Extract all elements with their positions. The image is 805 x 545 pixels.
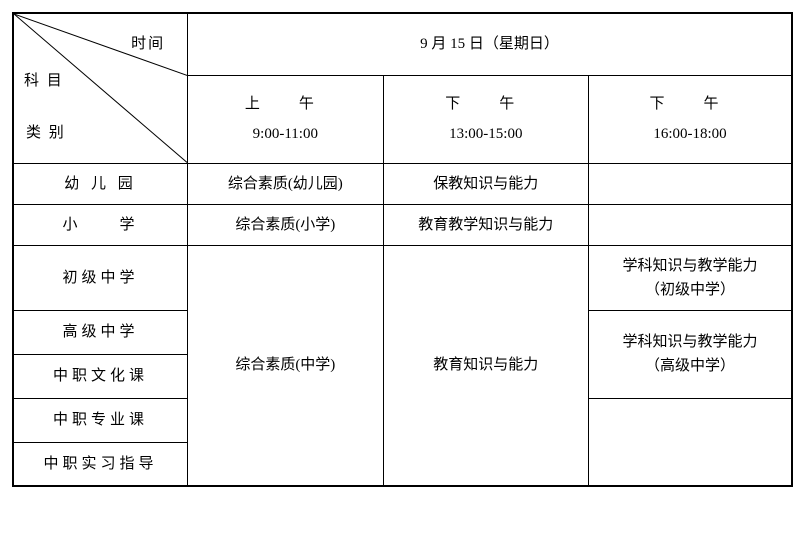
header-time-label: 时间 xyxy=(131,32,165,56)
row-junior-label: 初级中学 xyxy=(13,245,188,310)
row-primary-label: 小 学 xyxy=(13,204,188,245)
header-category-label: 类 别 xyxy=(26,121,66,145)
merged-c1: 综合素质(中学) xyxy=(188,245,383,486)
exam-schedule-table: 时间 科 目 类 别 9 月 15 日（星期日） 上 午 9:00-11:00 … xyxy=(12,12,793,487)
time-slot-2: 下 午 13:00-15:00 xyxy=(383,75,588,163)
merged-c2: 教育知识与能力 xyxy=(383,245,588,486)
header-date: 9 月 15 日（星期日） xyxy=(188,13,792,75)
table-header-row-1: 时间 科 目 类 别 9 月 15 日（星期日） xyxy=(13,13,792,75)
row-voc-culture-label: 中职文化课 xyxy=(13,354,188,398)
row-voc-major-c3 xyxy=(589,398,792,486)
time-slot-3: 下 午 16:00-18:00 xyxy=(589,75,792,163)
time-slot-3-period: 下 午 xyxy=(593,92,787,116)
row-kindergarten-c3 xyxy=(589,163,792,204)
row-kindergarten-c2: 保教知识与能力 xyxy=(383,163,588,204)
row-primary-c3 xyxy=(589,204,792,245)
row-junior-c3: 学科知识与教学能力 （初级中学） xyxy=(589,245,792,310)
row-voc-intern-label: 中职实习指导 xyxy=(13,442,188,486)
row-senior-label: 高级中学 xyxy=(13,310,188,354)
time-slot-1: 上 午 9:00-11:00 xyxy=(188,75,383,163)
row-kindergarten-c1: 综合素质(幼儿园) xyxy=(188,163,383,204)
row-junior-c3-l1: 学科知识与教学能力 xyxy=(623,258,758,274)
time-slot-2-range: 13:00-15:00 xyxy=(388,122,584,146)
time-slot-3-range: 16:00-18:00 xyxy=(593,122,787,146)
row-primary-c1: 综合素质(小学) xyxy=(188,204,383,245)
corner-diagonal-cell: 时间 科 目 类 别 xyxy=(13,13,188,163)
time-slot-1-range: 9:00-11:00 xyxy=(192,122,378,146)
row-senior-c3: 学科知识与教学能力 （高级中学） xyxy=(589,310,792,398)
row-senior-c3-l1: 学科知识与教学能力 xyxy=(623,334,758,350)
row-kindergarten-label: 幼 儿 园 xyxy=(13,163,188,204)
row-voc-major-label: 中职专业课 xyxy=(13,398,188,442)
time-slot-2-period: 下 午 xyxy=(388,92,584,116)
row-primary: 小 学 综合素质(小学) 教育教学知识与能力 xyxy=(13,204,792,245)
row-primary-c2: 教育教学知识与能力 xyxy=(383,204,588,245)
header-subject-label: 科 目 xyxy=(24,69,64,93)
time-slot-1-period: 上 午 xyxy=(192,92,378,116)
row-junior-c3-l2: （初级中学） xyxy=(645,282,735,298)
row-junior: 初级中学 综合素质(中学) 教育知识与能力 学科知识与教学能力 （初级中学） xyxy=(13,245,792,310)
row-kindergarten: 幼 儿 园 综合素质(幼儿园) 保教知识与能力 xyxy=(13,163,792,204)
row-senior-c3-l2: （高级中学） xyxy=(645,358,735,374)
